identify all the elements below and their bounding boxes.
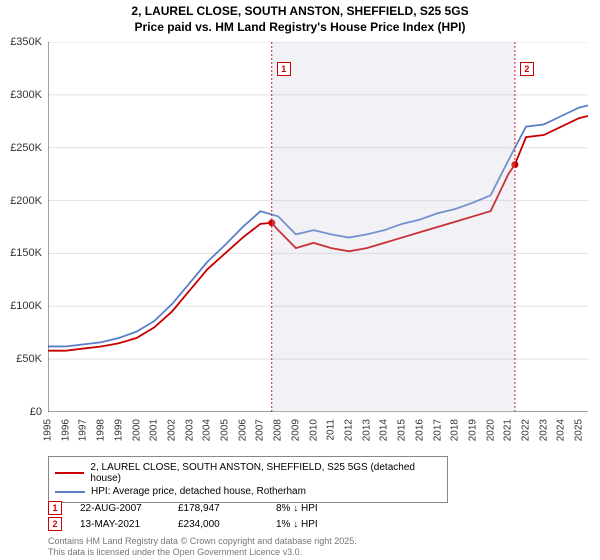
x-tick-label: 2011	[326, 419, 337, 441]
y-axis-labels: £0£50K£100K£150K£200K£250K£300K£350K	[0, 42, 46, 412]
x-tick-label: 2022	[521, 419, 532, 441]
y-tick-label: £150K	[10, 247, 42, 259]
footer-note: Contains HM Land Registry data © Crown c…	[48, 536, 357, 558]
x-tick-label: 1998	[96, 419, 107, 441]
x-tick-label: 2020	[485, 419, 496, 441]
x-tick-label: 2014	[379, 419, 390, 441]
x-tick-label: 1999	[113, 419, 124, 441]
y-tick-label: £200K	[10, 195, 42, 207]
x-tick-label: 2015	[397, 419, 408, 441]
legend: 2, LAUREL CLOSE, SOUTH ANSTON, SHEFFIELD…	[48, 456, 448, 503]
x-tick-label: 2018	[450, 419, 461, 441]
legend-item: 2, LAUREL CLOSE, SOUTH ANSTON, SHEFFIELD…	[55, 461, 441, 485]
x-tick-label: 2012	[343, 419, 354, 441]
sale-row: 1 22-AUG-2007 £178,947 8% ↓ HPI	[48, 500, 356, 516]
title-line-2: Price paid vs. HM Land Registry's House …	[0, 20, 600, 36]
x-tick-label: 2009	[290, 419, 301, 441]
x-tick-label: 2000	[131, 419, 142, 441]
sale-price: £234,000	[178, 519, 258, 530]
x-tick-label: 1996	[60, 419, 71, 441]
chart-container: 2, LAUREL CLOSE, SOUTH ANSTON, SHEFFIELD…	[0, 0, 600, 560]
x-tick-label: 2016	[414, 419, 425, 441]
sale-row: 2 13-MAY-2021 £234,000 1% ↓ HPI	[48, 516, 356, 532]
x-tick-label: 2013	[361, 419, 372, 441]
x-tick-label: 1997	[78, 419, 89, 441]
x-axis-labels: 1995199619971998199920002001200220032004…	[48, 415, 588, 455]
x-tick-label: 2006	[237, 419, 248, 441]
title-line-1: 2, LAUREL CLOSE, SOUTH ANSTON, SHEFFIELD…	[0, 4, 600, 20]
x-tick-label: 2021	[503, 419, 514, 441]
sale-table: 1 22-AUG-2007 £178,947 8% ↓ HPI 2 13-MAY-2021…	[48, 500, 356, 532]
y-tick-label: £0	[30, 406, 42, 418]
x-tick-label: 2001	[149, 419, 160, 441]
x-tick-label: 2005	[220, 419, 231, 441]
sale-period-shade	[272, 42, 515, 412]
legend-swatch	[55, 472, 84, 474]
sale-number-box: 2	[48, 517, 62, 531]
x-tick-label: 2017	[432, 419, 443, 441]
sale-callout: 2	[520, 62, 534, 76]
chart-title: 2, LAUREL CLOSE, SOUTH ANSTON, SHEFFIELD…	[0, 0, 600, 35]
x-tick-label: 2002	[166, 419, 177, 441]
sale-delta: 8% ↓ HPI	[276, 503, 356, 514]
sale-number-box: 1	[48, 501, 62, 515]
x-tick-label: 2004	[202, 419, 213, 441]
sale-date: 13-MAY-2021	[80, 519, 160, 530]
x-tick-label: 2008	[273, 419, 284, 441]
y-tick-label: £250K	[10, 142, 42, 154]
x-tick-label: 2024	[556, 419, 567, 441]
x-tick-label: 2007	[255, 419, 266, 441]
sale-price: £178,947	[178, 503, 258, 514]
y-tick-label: £50K	[16, 353, 42, 365]
footer-line-1: Contains HM Land Registry data © Crown c…	[48, 536, 357, 547]
y-tick-label: £100K	[10, 300, 42, 312]
sale-delta: 1% ↓ HPI	[276, 519, 356, 530]
sale-callout: 1	[277, 62, 291, 76]
x-tick-label: 2019	[467, 419, 478, 441]
x-tick-label: 2025	[574, 419, 585, 441]
legend-label: 2, LAUREL CLOSE, SOUTH ANSTON, SHEFFIELD…	[90, 462, 441, 484]
plot-area: 12	[48, 42, 588, 412]
x-tick-label: 2023	[538, 419, 549, 441]
x-tick-label: 2003	[184, 419, 195, 441]
y-tick-label: £350K	[10, 36, 42, 48]
legend-label: HPI: Average price, detached house, Roth…	[91, 486, 306, 497]
legend-swatch	[55, 491, 85, 493]
y-tick-label: £300K	[10, 89, 42, 101]
footer-line-2: This data is licensed under the Open Gov…	[48, 547, 357, 558]
x-tick-label: 2010	[308, 419, 319, 441]
x-tick-label: 1995	[43, 419, 54, 441]
sale-date: 22-AUG-2007	[80, 503, 160, 514]
legend-item: HPI: Average price, detached house, Roth…	[55, 485, 441, 498]
